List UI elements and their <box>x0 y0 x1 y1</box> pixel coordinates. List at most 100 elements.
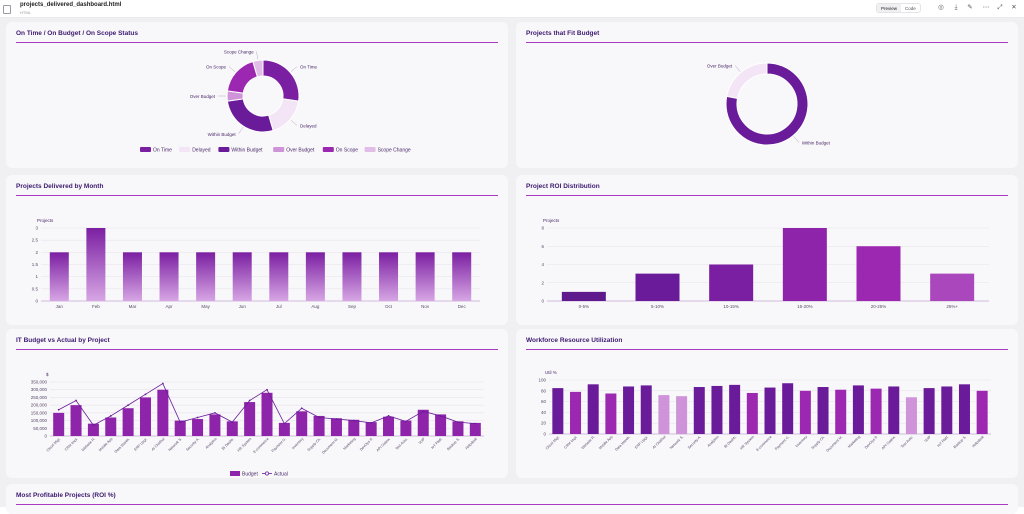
x-tick-label: Security A. <box>185 437 200 452</box>
monthly-bar-chart: Projects 0 0.5 1 1.5 2 2.5 3 Jan Feb Mar Apr May Jun J… <box>32 218 480 309</box>
card-title: Workforce Resource Utilization <box>526 337 623 344</box>
x-tick-label: Mobile App <box>98 437 113 452</box>
file-icon <box>3 5 11 14</box>
slice-label-line <box>228 66 236 72</box>
x-tick-label: Marketing <box>847 435 861 449</box>
download-icon[interactable]: ⤓ <box>954 4 958 11</box>
bar <box>174 420 186 436</box>
x-tick-label: VoIP <box>924 434 933 443</box>
bar <box>232 252 252 301</box>
x-tick-label: DevOps P. <box>864 435 879 450</box>
actual-point <box>457 421 459 424</box>
bar <box>930 273 975 301</box>
slice-label: Within Budget <box>208 132 237 137</box>
actual-point <box>266 388 268 391</box>
bar <box>400 420 412 436</box>
card-title: Projects Delivered by Month <box>16 183 104 190</box>
bar <box>49 252 69 301</box>
y-tick-label: 150,000 <box>31 410 48 415</box>
x-tick-label: Sep <box>348 304 357 309</box>
preview-button[interactable]: Preview <box>877 4 902 12</box>
x-tick-label: API Gatew. <box>376 437 392 453</box>
bar <box>958 384 970 434</box>
maximize-icon[interactable]: ⤢ <box>997 4 1003 11</box>
code-button[interactable]: Code <box>905 6 916 11</box>
actual-point <box>422 410 425 413</box>
card-status: On Time / On Budget / On Scope Status On… <box>6 22 508 168</box>
y-tick-label: 40 <box>541 410 547 415</box>
y-axis-title: $ <box>46 372 49 377</box>
card-title: On Time / On Budget / On Scope Status <box>16 30 138 37</box>
x-tick-label: Nov <box>421 304 430 309</box>
close-icon[interactable]: ✕ <box>1011 4 1017 11</box>
card-title: Projects that Fit Budget <box>526 30 600 37</box>
actual-point <box>75 399 77 402</box>
x-tick-label: HR System <box>237 437 253 453</box>
x-tick-label: Analytics <box>707 435 720 448</box>
file-type: HTML <box>20 10 31 15</box>
bar <box>348 419 360 436</box>
legend-label: Over Budget <box>286 148 315 154</box>
x-tick-label: ERP Upgr. <box>133 437 148 452</box>
x-tick-label: Supply Ch. <box>307 437 322 452</box>
actual-point <box>335 418 338 420</box>
slice-label-line <box>734 65 741 72</box>
slice-label: On Time <box>300 65 318 70</box>
actual-point <box>196 416 199 419</box>
x-tick-label: Inventory <box>291 437 304 450</box>
bar <box>105 417 117 436</box>
slice-label: Over Budget <box>190 94 216 99</box>
slice-label-line <box>238 126 244 134</box>
legend-swatch <box>179 147 191 152</box>
slice-label: Over Budget <box>707 63 733 68</box>
globe-icon[interactable]: ◎ <box>938 4 944 11</box>
more-icon[interactable]: ⋯ <box>982 4 990 11</box>
donut-slice <box>252 59 264 78</box>
bar <box>269 252 289 301</box>
slice-label-line <box>256 51 258 60</box>
actual-point <box>144 393 147 396</box>
bar <box>635 273 680 301</box>
actual-point <box>92 424 95 427</box>
y-tick-label: 100 <box>538 378 546 383</box>
actual-point <box>179 421 182 424</box>
x-tick-label: Analytics <box>205 437 218 450</box>
bar <box>782 228 827 301</box>
x-tick-label: Cloud Migr. <box>545 435 561 451</box>
edit-icon[interactable]: ✎ <box>967 4 973 11</box>
actual-point <box>161 382 164 385</box>
bar <box>941 386 953 434</box>
x-tick-label: VoIP <box>418 436 427 445</box>
bar <box>746 392 758 434</box>
bar <box>709 264 754 301</box>
bar <box>587 384 599 434</box>
x-tick-label: API Gatew. <box>881 435 897 451</box>
bar <box>209 414 221 436</box>
x-tick-label: Website R. <box>581 435 596 450</box>
y-tick-label: 250,000 <box>31 395 48 400</box>
x-tick-label: Jan <box>56 304 64 309</box>
bar <box>923 388 935 434</box>
x-tick-label: Inventory <box>795 435 808 448</box>
card-roi: Project ROI Distribution Projects 0 2 4 6 8 0-… <box>516 175 1018 325</box>
bar <box>383 416 395 436</box>
x-tick-label: Document M. <box>825 435 843 453</box>
actual-point <box>439 415 442 417</box>
y-tick-label: 0 <box>35 299 38 304</box>
bar <box>296 411 308 436</box>
x-tick-label: Security A. <box>687 435 702 450</box>
y-tick-label: 8 <box>541 226 544 231</box>
x-tick-label: Backup S. <box>446 437 460 451</box>
bar <box>86 228 106 301</box>
donut-slice <box>226 98 274 133</box>
actual-point <box>109 415 112 417</box>
slice-label: Scope Change <box>224 49 254 54</box>
x-tick-label: Backup S. <box>953 435 967 449</box>
bar <box>53 412 65 436</box>
budget-fit-donut-chart: Within Budget Over Budget <box>707 62 831 146</box>
bar <box>905 397 917 434</box>
x-tick-label: Payment G. <box>271 437 287 453</box>
bar <box>452 252 472 301</box>
x-tick-label: Network S. <box>168 437 183 452</box>
bar <box>122 252 142 301</box>
